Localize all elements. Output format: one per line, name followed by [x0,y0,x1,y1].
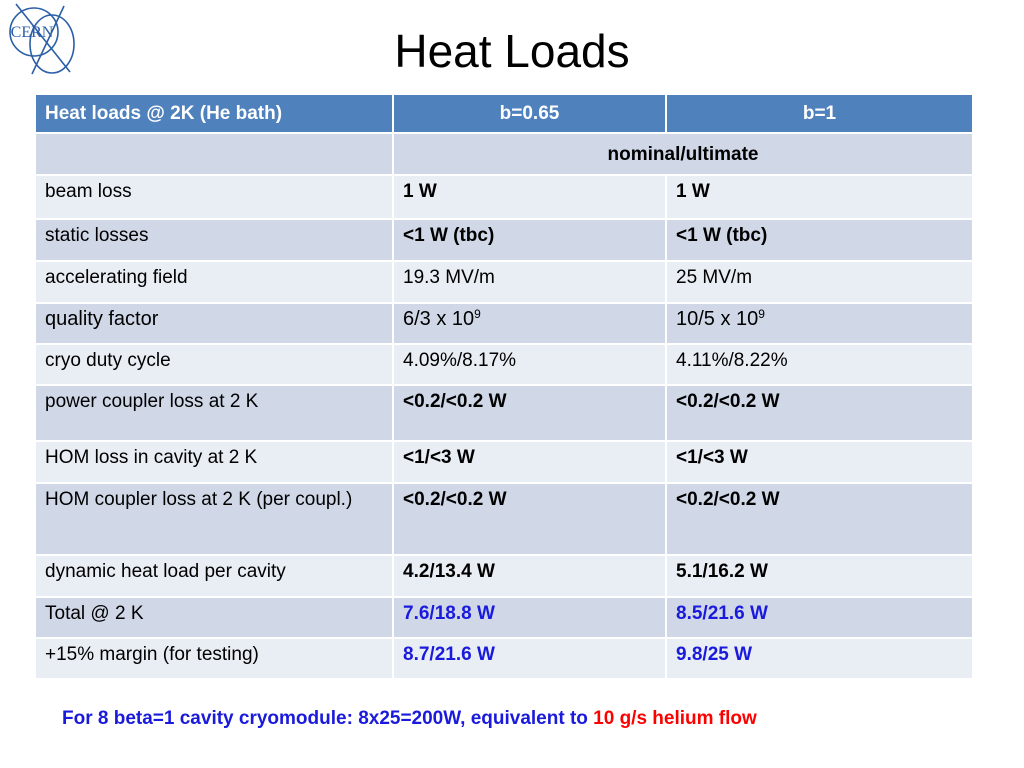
table-row: beam loss 1 W 1 W [34,174,974,220]
subheader-nominal-ultimate: nominal/ultimate [392,132,974,176]
row-label: HOM coupler loss at 2 K (per coupl.) [34,482,394,556]
logo-text: CERN [11,24,54,41]
value-base: 10/5 x 10 [676,308,759,330]
row-label: static losses [34,218,394,262]
value-b1: 1 W [665,174,974,220]
value-b1: 8.5/21.6 W [665,596,974,639]
value-b065: 4.2/13.4 W [392,554,667,598]
value-b1: <1/<3 W [665,440,974,484]
value-b065: 4.09%/8.17% [392,343,667,386]
row-label: beam loss [34,174,394,220]
table-row: HOM coupler loss at 2 K (per coupl.) <0.… [34,482,974,556]
value-exponent: 9 [758,307,765,321]
value-b065: <0.2/<0.2 W [392,482,667,556]
value-b1: <0.2/<0.2 W [665,482,974,556]
row-label: cryo duty cycle [34,343,394,386]
row-label: HOM loss in cavity at 2 K [34,440,394,484]
empty-cell [34,132,394,176]
value-b065: <0.2/<0.2 W [392,384,667,442]
table-row: power coupler loss at 2 K <0.2/<0.2 W <0… [34,384,974,442]
value-b065: 19.3 MV/m [392,260,667,304]
header-heat-loads: Heat loads @ 2K (He bath) [34,93,394,134]
page-title: Heat Loads [394,25,630,77]
table-header-row: Heat loads @ 2K (He bath) b=0.65 b=1 [34,93,974,134]
value-b1: 9.8/25 W [665,637,974,680]
footer-highlight: 10 g/s helium flow [593,708,757,729]
row-label: quality factor [34,302,394,345]
row-label: dynamic heat load per cavity [34,554,394,598]
table-subheader-row: nominal/ultimate [34,132,974,176]
table-row: cryo duty cycle 4.09%/8.17% 4.11%/8.22% [34,343,974,386]
value-b1: 25 MV/m [665,260,974,304]
table-row: static losses <1 W (tbc) <1 W (tbc) [34,218,974,262]
value-b1: 4.11%/8.22% [665,343,974,386]
table-row: Total @ 2 K 7.6/18.8 W 8.5/21.6 W [34,596,974,639]
cern-logo: CERN [9,3,75,75]
table-row: +15% margin (for testing) 8.7/21.6 W 9.8… [34,637,974,680]
footer-text: For 8 beta=1 cavity cryomodule: 8x25=200… [62,708,594,729]
value-b065: 6/3 x 109 [392,302,667,345]
heat-loads-table: Heat loads @ 2K (He bath) b=0.65 b=1 nom… [34,93,974,680]
table-row: accelerating field 19.3 MV/m 25 MV/m [34,260,974,304]
footer-note: For 8 beta=1 cavity cryomodule: 8x25=200… [62,708,757,730]
row-label: power coupler loss at 2 K [34,384,394,442]
header-b065: b=0.65 [392,93,667,134]
value-exponent: 9 [474,307,481,321]
table-row: dynamic heat load per cavity 4.2/13.4 W … [34,554,974,598]
value-b1: <1 W (tbc) [665,218,974,262]
row-label: Total @ 2 K [34,596,394,639]
row-label: accelerating field [34,260,394,304]
value-b1: 10/5 x 109 [665,302,974,345]
value-b065: <1/<3 W [392,440,667,484]
table-row: quality factor 6/3 x 109 10/5 x 109 [34,302,974,345]
value-b065: 7.6/18.8 W [392,596,667,639]
value-b065: <1 W (tbc) [392,218,667,262]
value-b1: 5.1/16.2 W [665,554,974,598]
value-b065: 1 W [392,174,667,220]
value-base: 6/3 x 10 [403,308,475,330]
header-b1: b=1 [665,93,974,134]
row-label: +15% margin (for testing) [34,637,394,680]
table-row: HOM loss in cavity at 2 K <1/<3 W <1/<3 … [34,440,974,484]
value-b1: <0.2/<0.2 W [665,384,974,442]
value-b065: 8.7/21.6 W [392,637,667,680]
